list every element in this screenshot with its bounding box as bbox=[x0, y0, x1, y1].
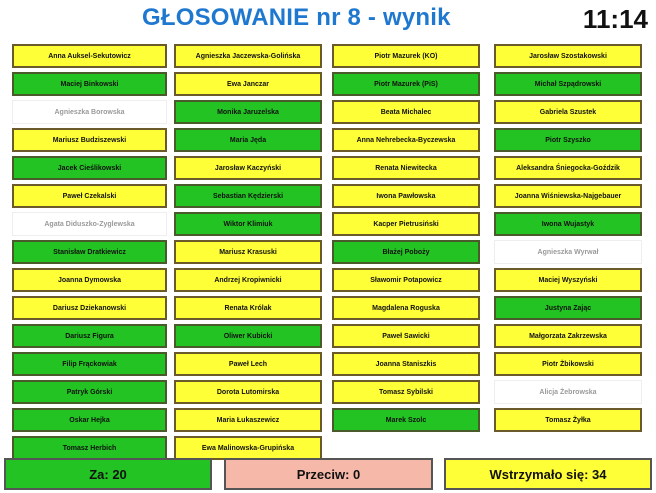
councillor-vote-cell: Monika Jaruzelska bbox=[174, 100, 322, 124]
councillor-vote-cell: Joanna Dymowska bbox=[12, 268, 167, 292]
councillor-vote-cell: Anna Nehrebecka-Byczewska bbox=[332, 128, 480, 152]
councillor-vote-cell: Oliwer Kubicki bbox=[174, 324, 322, 348]
councillor-vote-cell: Justyna Zając bbox=[494, 296, 642, 320]
councillor-vote-cell: Piotr Żbikowski bbox=[494, 352, 642, 376]
councillor-vote-cell: Iwona Pawłowska bbox=[332, 184, 480, 208]
councillor-vote-cell: Sławomir Potapowicz bbox=[332, 268, 480, 292]
councillor-vote-cell: Anna Auksel-Sekutowicz bbox=[12, 44, 167, 68]
councillor-vote-cell: Agnieszka Wyrwał bbox=[494, 240, 642, 264]
councillor-vote-cell: Gabriela Szustek bbox=[494, 100, 642, 124]
councillor-vote-cell: Michał Szpądrowski bbox=[494, 72, 642, 96]
clock: 11:14 bbox=[582, 4, 648, 34]
councillor-vote-cell: Paweł Sawicki bbox=[332, 324, 480, 348]
councillor-vote-cell: Andrzej Kropiwnicki bbox=[174, 268, 322, 292]
councillor-vote-cell: Marek Szolc bbox=[332, 408, 480, 432]
councillor-vote-cell: Piotr Mazurek (KO) bbox=[332, 44, 480, 68]
page-title: GŁOSOWANIE nr 8 - wynik bbox=[142, 4, 451, 31]
councillor-vote-cell: Jarosław Szostakowski bbox=[494, 44, 642, 68]
councillor-vote-cell: Beata Michalec bbox=[332, 100, 480, 124]
councillor-column-3: Piotr Mazurek (KO) Piotr Mazurek (PiS) Bea… bbox=[332, 44, 480, 436]
summary-za: Za: 20 bbox=[4, 458, 212, 490]
councillor-column-2: Agnieszka Jaczewska-Golińska Ewa Janczar M… bbox=[174, 44, 322, 464]
councillor-vote-cell: Małgorzata Zakrzewska bbox=[494, 324, 642, 348]
councillor-vote-cell: Joanna Wiśniewska-Najgebauer bbox=[494, 184, 642, 208]
councillor-vote-cell: Sebastian Kędzierski bbox=[174, 184, 322, 208]
councillor-vote-cell: Joanna Staniszkis bbox=[332, 352, 480, 376]
councillor-vote-cell: Piotr Szyszko bbox=[494, 128, 642, 152]
councillor-column-1: Anna Auksel-Sekutowicz Maciej Binkowski Ag… bbox=[12, 44, 167, 464]
councillor-vote-cell: Maciej Wyszyński bbox=[494, 268, 642, 292]
councillor-vote-cell: Błażej Poboży bbox=[332, 240, 480, 264]
councillor-vote-cell: Wiktor Klimiuk bbox=[174, 212, 322, 236]
councillor-vote-cell: Aleksandra Śniegocka-Goździk bbox=[494, 156, 642, 180]
councillor-vote-cell: Piotr Mazurek (PiS) bbox=[332, 72, 480, 96]
councillor-vote-cell: Dorota Lutomirska bbox=[174, 380, 322, 404]
councillor-vote-cell: Tomasz Sybilski bbox=[332, 380, 480, 404]
councillor-vote-cell: Filip Frąckowiak bbox=[12, 352, 167, 376]
councillor-vote-cell: Ewa Malinowska-Grupińska bbox=[174, 436, 322, 460]
councillor-vote-cell: Maciej Binkowski bbox=[12, 72, 167, 96]
councillor-vote-cell: Renata Niewitecka bbox=[332, 156, 480, 180]
councillor-vote-cell: Alicja Żebrowska bbox=[494, 380, 642, 404]
councillor-vote-cell: Stanisław Dratkiewicz bbox=[12, 240, 167, 264]
councillor-vote-cell: Paweł Czekalski bbox=[12, 184, 167, 208]
councillor-vote-cell: Maria Łukaszewicz bbox=[174, 408, 322, 432]
councillor-vote-cell: Maria Jęda bbox=[174, 128, 322, 152]
councillor-vote-cell: Agnieszka Jaczewska-Golińska bbox=[174, 44, 322, 68]
councillor-vote-cell: Kacper Pietrusiński bbox=[332, 212, 480, 236]
councillor-vote-cell: Ewa Janczar bbox=[174, 72, 322, 96]
councillor-vote-cell: Paweł Lech bbox=[174, 352, 322, 376]
councillor-vote-cell: Jarosław Kaczyński bbox=[174, 156, 322, 180]
councillor-vote-cell: Dariusz Dziekanowski bbox=[12, 296, 167, 320]
councillor-vote-cell: Iwona Wujastyk bbox=[494, 212, 642, 236]
councillor-vote-cell: Mariusz Krasuski bbox=[174, 240, 322, 264]
councillor-vote-cell: Magdalena Roguska bbox=[332, 296, 480, 320]
councillor-vote-cell: Agata Diduszko-Zyglewska bbox=[12, 212, 167, 236]
summary-przeciw: Przeciw: 0 bbox=[224, 458, 433, 490]
councillor-column-4: Jarosław Szostakowski Michał Szpądrowski G… bbox=[494, 44, 642, 436]
councillor-vote-cell: Mariusz Budziszewski bbox=[12, 128, 167, 152]
councillor-vote-cell: Renata Królak bbox=[174, 296, 322, 320]
councillor-vote-cell: Jacek Cieślikowski bbox=[12, 156, 167, 180]
councillor-vote-cell: Tomasz Herbich bbox=[12, 436, 167, 460]
councillor-vote-cell: Patryk Górski bbox=[12, 380, 167, 404]
councillor-vote-cell: Tomasz Żyłka bbox=[494, 408, 642, 432]
councillor-vote-cell: Dariusz Figura bbox=[12, 324, 167, 348]
councillor-vote-cell: Agnieszka Borowska bbox=[12, 100, 167, 124]
councillor-vote-cell: Oskar Hejka bbox=[12, 408, 167, 432]
summary-wstrzymalo: Wstrzymało się: 34 bbox=[444, 458, 652, 490]
